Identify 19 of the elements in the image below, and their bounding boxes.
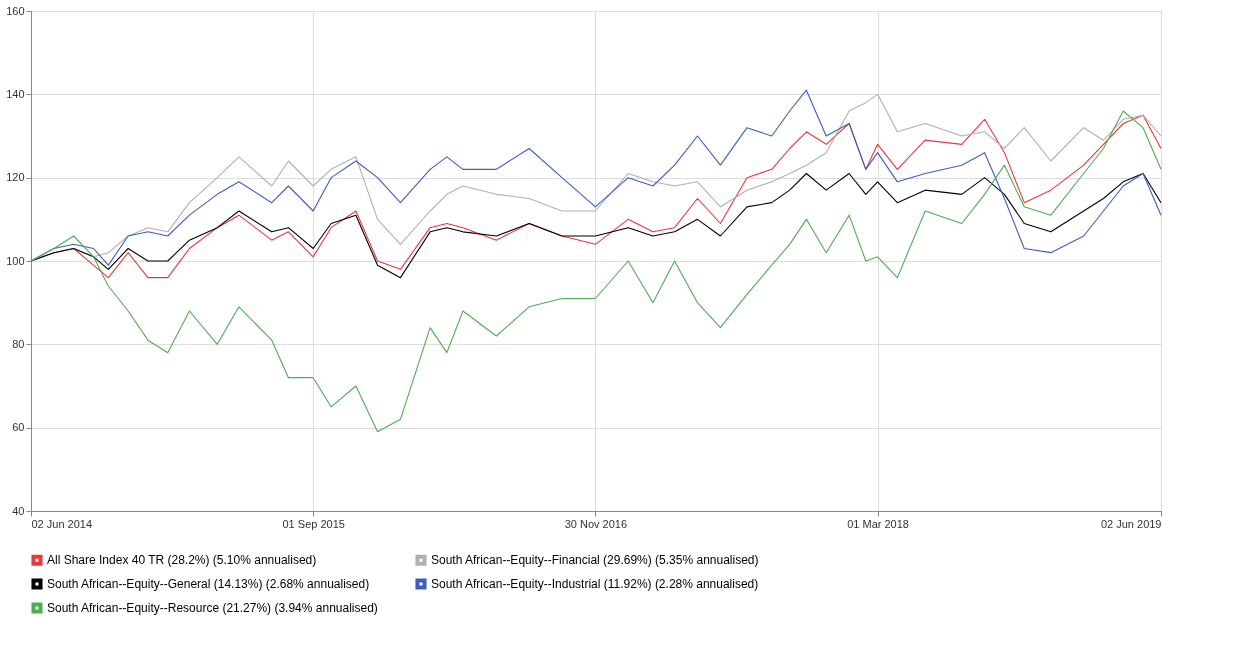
- legend-label: South African--Equity--Financial (29.69%) (5.35% annualised): [431, 553, 759, 568]
- line-series: [30, 110, 1162, 433]
- y-tick-label: 160: [6, 4, 25, 17]
- legend-label: All Share Index 40 TR (28.2%) (5.10% annualised): [47, 553, 317, 568]
- y-tick-label: 80: [12, 337, 25, 350]
- legend-label: South African--Equity--General (14.13%) (2.68% annualised): [47, 577, 370, 591]
- y-tick-label: 100: [6, 254, 25, 267]
- x-tick-label: 02 Jun 2014: [31, 517, 93, 530]
- y-tick-label: 140: [6, 87, 25, 100]
- x-tick-label: 30 Nov 2016: [564, 517, 628, 530]
- x-tick-label: 01 Sep 2015: [282, 517, 345, 530]
- line-series: [30, 172, 1162, 279]
- x-tick-label: 01 Mar 2018: [847, 517, 909, 530]
- legend-label: South African--Equity--Industrial (11.92%) (2.28% annualised): [431, 577, 759, 591]
- legend-label: South African--Equity--Resource (21.27%) (3.94% annualised): [47, 601, 378, 615]
- y-tick-label: 120: [6, 171, 25, 184]
- x-tick-label: 02 Jun 2019: [1100, 517, 1162, 530]
- y-tick-label: 40: [12, 504, 25, 517]
- y-tick-label: 60: [12, 421, 25, 434]
